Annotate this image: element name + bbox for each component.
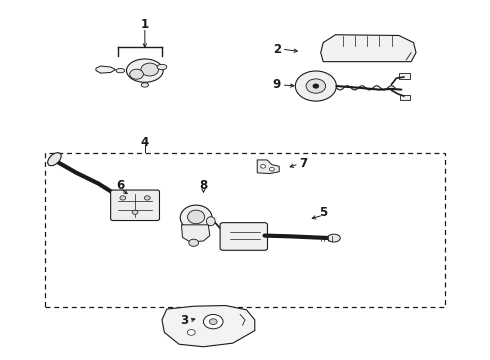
Circle shape — [203, 315, 223, 329]
Circle shape — [120, 196, 126, 200]
Ellipse shape — [116, 68, 125, 73]
Circle shape — [261, 165, 266, 168]
FancyBboxPatch shape — [111, 190, 159, 221]
Circle shape — [270, 167, 274, 171]
Text: 2: 2 — [273, 42, 281, 55]
Circle shape — [130, 69, 144, 79]
Ellipse shape — [180, 205, 212, 230]
Text: 1: 1 — [141, 18, 149, 31]
Polygon shape — [321, 35, 416, 62]
Polygon shape — [96, 66, 116, 73]
Ellipse shape — [157, 64, 167, 70]
Circle shape — [313, 84, 319, 88]
FancyBboxPatch shape — [220, 223, 268, 250]
Text: 9: 9 — [272, 78, 281, 91]
Circle shape — [132, 210, 138, 215]
Ellipse shape — [328, 234, 340, 242]
Text: 3: 3 — [180, 314, 188, 327]
Text: 5: 5 — [319, 206, 327, 219]
Circle shape — [145, 196, 150, 200]
Text: 8: 8 — [199, 179, 208, 192]
Circle shape — [141, 63, 159, 76]
Bar — [400, 95, 410, 100]
Circle shape — [306, 79, 326, 93]
Ellipse shape — [188, 210, 205, 224]
Text: 6: 6 — [116, 179, 124, 192]
Polygon shape — [181, 225, 210, 242]
Polygon shape — [257, 160, 279, 174]
Circle shape — [187, 329, 195, 335]
Bar — [45, 153, 445, 307]
Ellipse shape — [48, 153, 61, 166]
Ellipse shape — [206, 217, 215, 226]
Circle shape — [209, 319, 217, 324]
Polygon shape — [162, 306, 255, 347]
Circle shape — [295, 71, 336, 101]
Ellipse shape — [126, 59, 163, 82]
Ellipse shape — [141, 83, 148, 87]
Text: 4: 4 — [141, 136, 149, 149]
Circle shape — [189, 239, 198, 246]
Bar — [399, 73, 410, 79]
Text: 7: 7 — [299, 157, 308, 170]
